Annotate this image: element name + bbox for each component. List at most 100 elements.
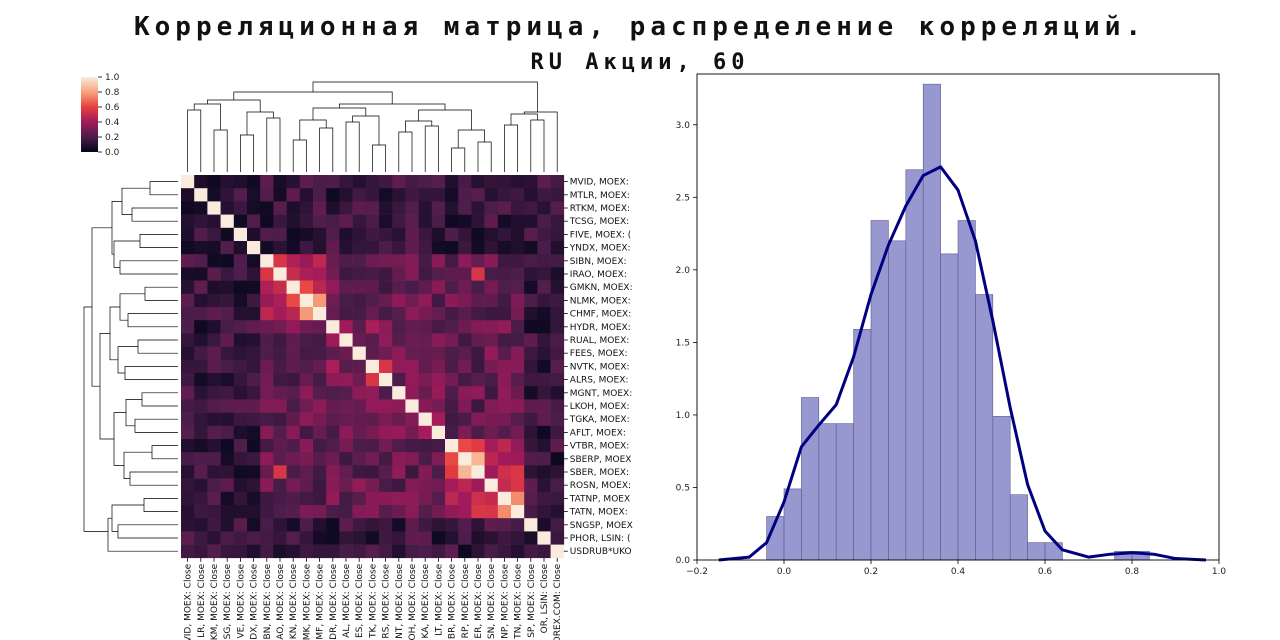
heatmap-cell [313,346,327,361]
heatmap-col-label: LR, MOEX: Close [197,563,207,638]
heatmap-cell [524,465,538,479]
heatmap-cell [273,320,287,334]
heatmap-cell [181,293,195,308]
heatmap-cell [392,478,406,493]
heatmap-cell [313,227,327,242]
heatmap-cell [511,439,525,453]
heatmap-cell [339,254,353,268]
heatmap-cell [247,346,261,361]
heatmap-cell [458,280,472,295]
heatmap-cell [445,307,459,321]
heatmap-cell [260,227,274,242]
heatmap-cell [194,320,208,334]
heatmap-cell [550,201,565,215]
heatmap-cell [445,399,459,413]
heatmap-cell [220,320,235,334]
heatmap-cell [365,333,380,347]
dendrogram-link [510,113,538,125]
heatmap-cell [445,544,459,559]
dendrogram-link [111,504,144,532]
heatmap-cell [550,505,565,519]
heatmap-cell [260,505,274,519]
heatmap-col-label: NP, MOEX: Close [500,563,510,638]
heatmap-cell [286,346,301,361]
heatmap-cell [418,188,433,202]
heatmap-cell [484,254,499,268]
heatmap-cell [405,425,419,440]
heatmap-cell [220,439,235,453]
dendrogram-link [266,117,281,172]
heatmap-cell [181,478,195,493]
heatmap-row-label: FIVE, MOEX: ( [570,230,632,240]
heatmap-cell [273,478,287,493]
heatmap-cell [339,452,353,466]
heatmap-cell [299,241,314,255]
heatmap-cell [260,452,274,466]
heatmap-cell [524,439,538,453]
heatmap-cell [484,320,499,334]
heatmap-cell [537,280,551,295]
heatmap-cell [273,518,287,532]
heatmap-cell [418,452,433,466]
heatmap-cell [537,201,551,215]
heatmap-cell [352,518,367,532]
heatmap-cell [247,412,261,427]
dendrogram-link [523,111,558,172]
heatmap-cell [431,267,446,281]
heatmap-cell [233,425,248,440]
dendrogram-link [99,333,114,440]
heatmap-row-label: ROSN, MOEX: [570,481,631,491]
heatmap-col-label: DR, MOEX: Close [329,563,339,639]
heatmap-cell [339,505,353,519]
heatmap-cell [273,439,287,453]
heatmap-cell [273,505,287,519]
heatmap-cell [313,531,327,545]
heatmap-cell [220,254,235,268]
heatmap-cell [379,175,393,189]
heatmap-cell [537,412,551,427]
heatmap-cell [181,227,195,242]
heatmap-cell [365,505,380,519]
heatmap-cell [431,425,446,440]
heatmap-cell [365,491,380,506]
heatmap-cell [550,241,565,255]
heatmap-cell [326,333,340,347]
heatmap-cell [431,373,446,387]
heatmap-cell [339,307,353,321]
heatmap-cell [379,214,393,229]
heatmap-cell [550,518,565,532]
heatmap-cell [458,175,472,189]
heatmap-cell [181,544,195,559]
heatmap-cell [537,518,551,532]
heatmap-cell [445,227,459,242]
heatmap-cell [458,241,472,255]
heatmap-cell [326,359,340,374]
heatmap-row-label: USDRUB*UKO [570,547,632,557]
heatmap-cell [511,188,525,202]
heatmap-cell [484,201,499,215]
heatmap-cell [445,412,459,427]
heatmap-cell [537,293,551,308]
heatmap-cell [260,241,274,255]
heatmap-cell [484,267,499,281]
heatmap-cell [299,544,314,559]
heatmap-cell [247,307,261,321]
heatmap-cell [392,280,406,295]
heatmap-cell [181,241,195,255]
heatmap-cell [418,531,433,545]
heatmap-cell [484,399,499,413]
heatmap-cell [471,491,485,506]
heatmap-cell [524,412,538,427]
heatmap-cell [431,201,446,215]
heatmap-cell [524,544,538,559]
heatmap-cell [207,531,221,545]
heatmap-cell [352,425,367,440]
heatmap-cell [471,214,485,229]
heatmap-cell [418,412,433,427]
heatmap-cell [497,320,512,334]
heatmap-cell [484,505,499,519]
heatmap-cell [273,293,287,308]
heatmap-cell [273,425,287,440]
heatmap-cell [511,518,525,532]
heatmap-cell [445,478,459,493]
